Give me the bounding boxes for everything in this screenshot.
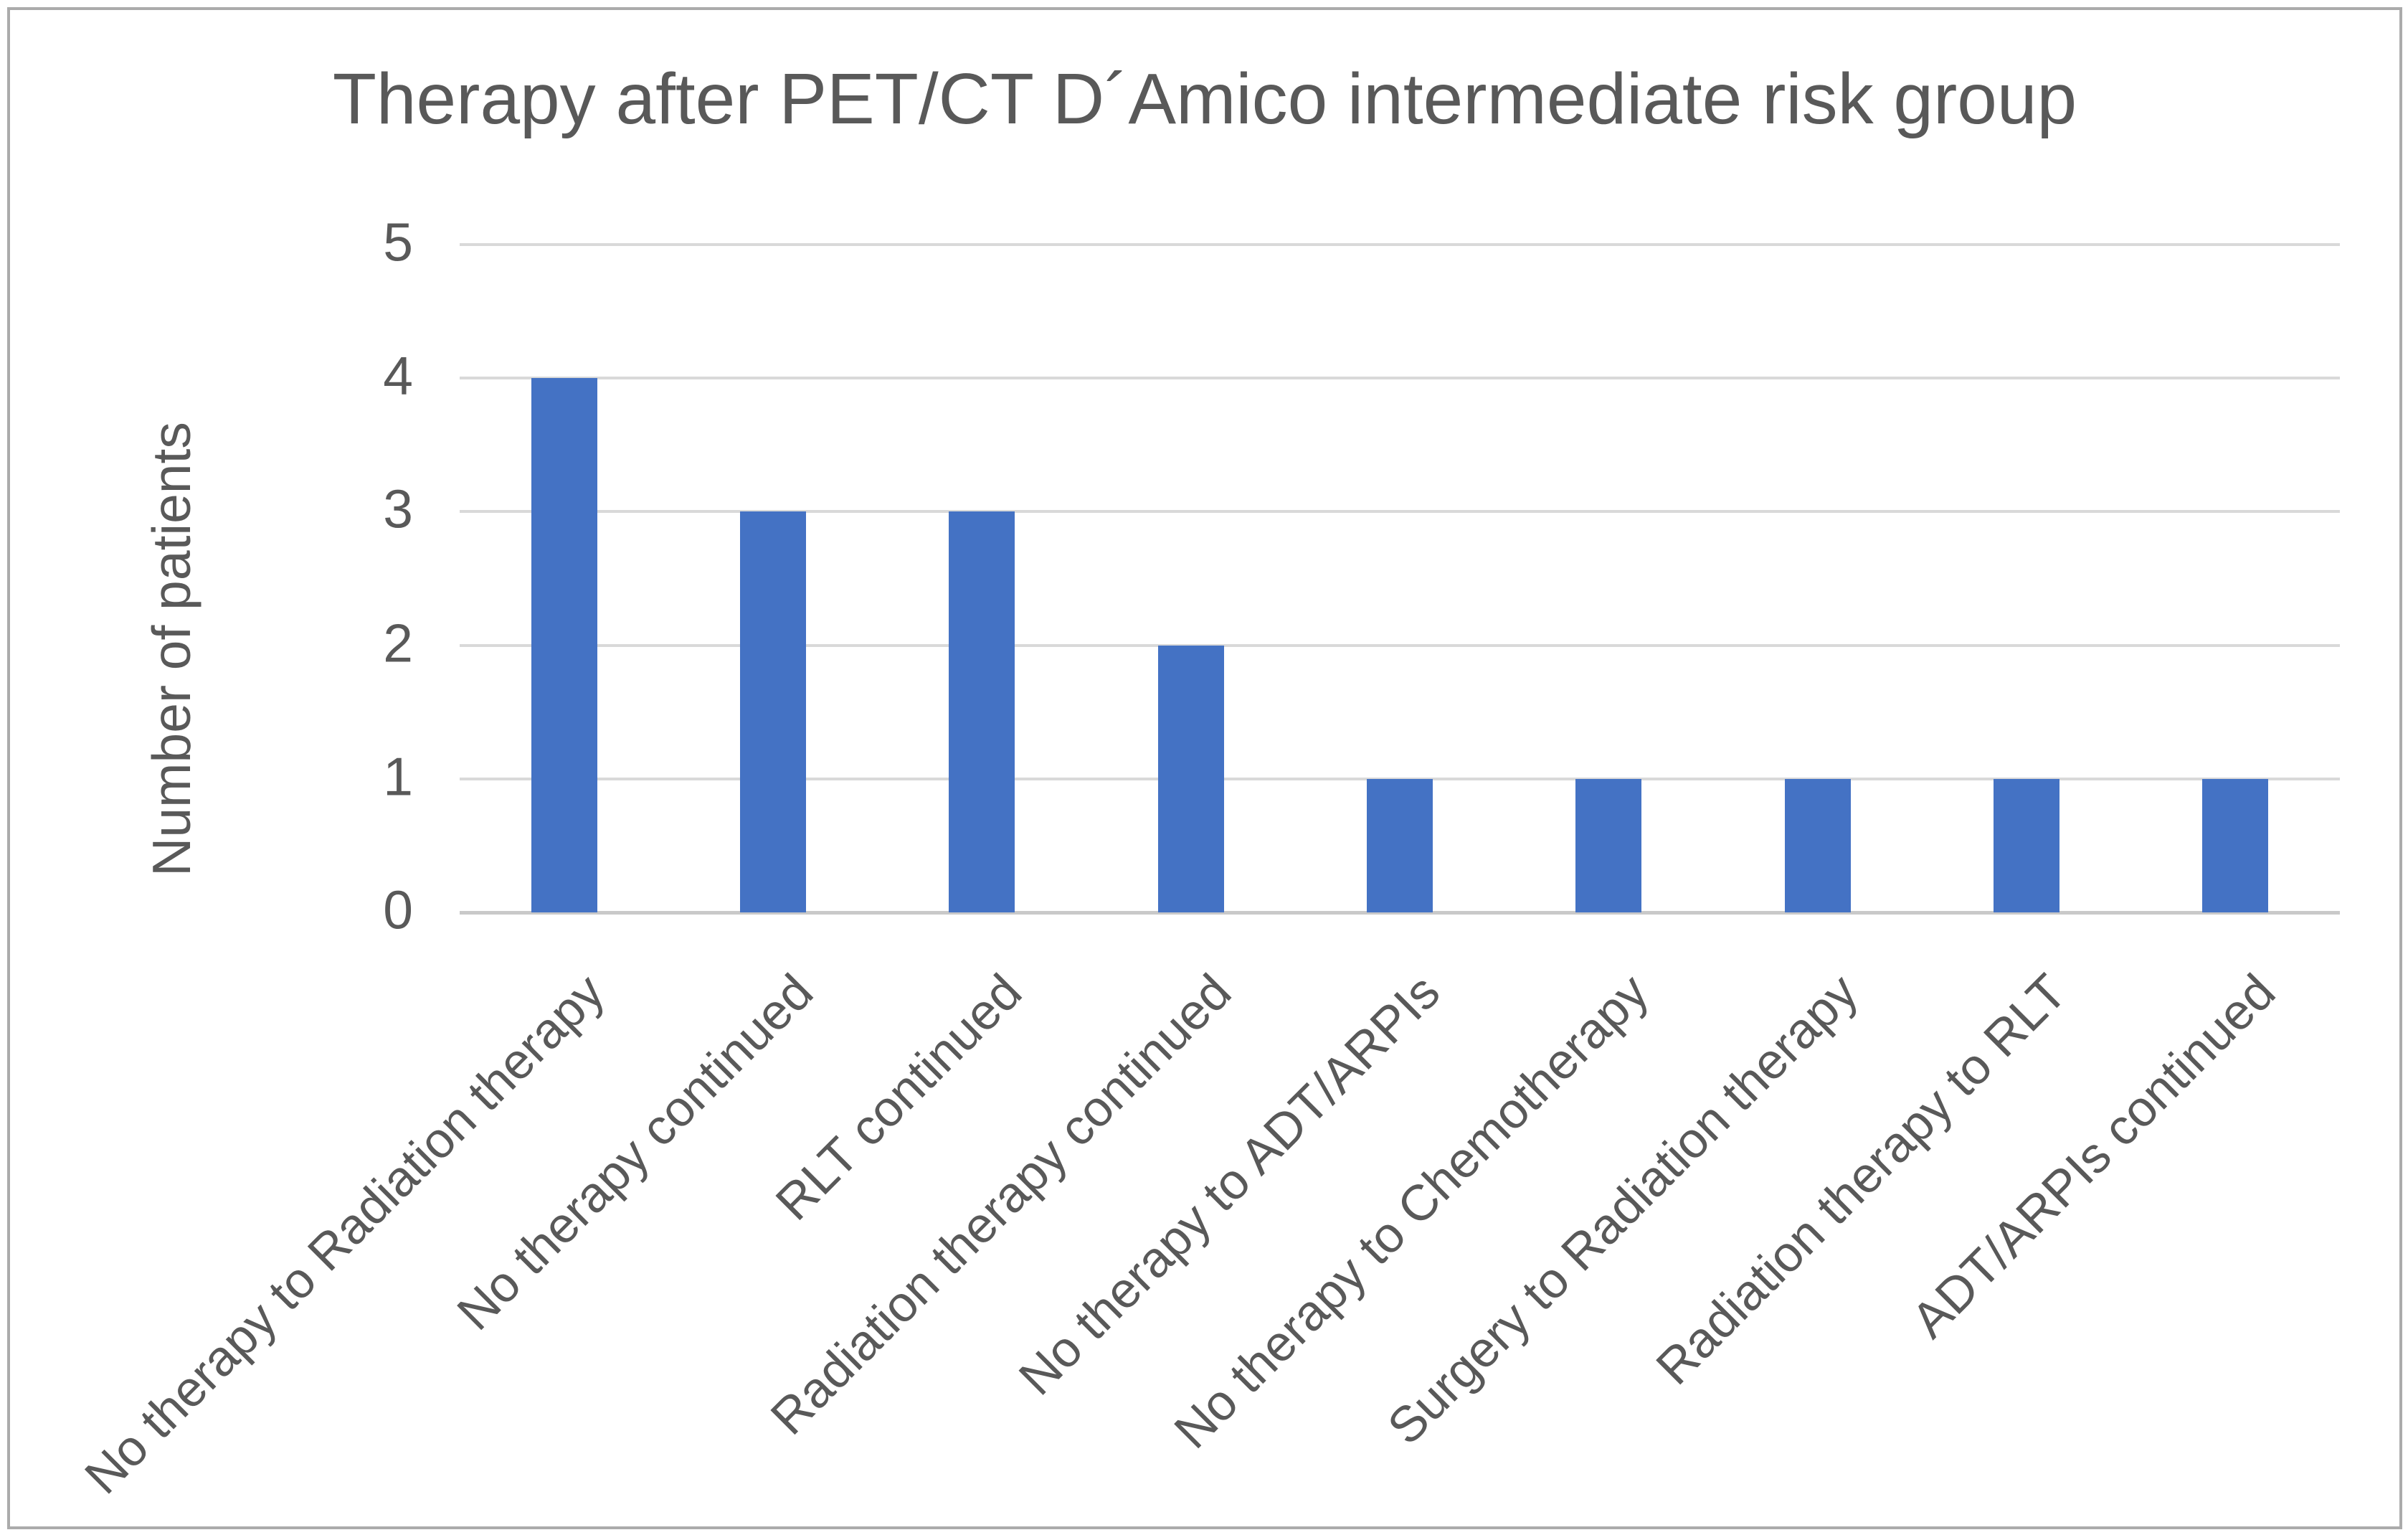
bar-1 — [740, 511, 806, 912]
gridline-y-3 — [460, 510, 2340, 514]
x-axis-line — [460, 911, 2340, 915]
y-tick-label-2: 2 — [383, 613, 413, 674]
gridline-y-5 — [460, 243, 2340, 246]
chart-figure: Therapy after PET/CT D´Amico intermediat… — [7, 7, 2402, 1529]
y-tick-label-0: 0 — [383, 879, 413, 940]
gridline-y-2 — [460, 643, 2340, 647]
bar-2 — [949, 511, 1015, 912]
y-tick-label-4: 4 — [383, 345, 413, 406]
bar-8 — [2202, 778, 2269, 912]
bar-4 — [1367, 778, 1433, 912]
gridline-y-4 — [460, 377, 2340, 380]
bar-7 — [1994, 778, 2059, 912]
bar-6 — [1784, 778, 1851, 912]
y-tick-label-5: 5 — [383, 212, 413, 273]
y-tick-label-3: 3 — [383, 478, 413, 539]
bar-5 — [1575, 778, 1642, 912]
chart-title: Therapy after PET/CT D´Amico intermediat… — [332, 59, 2077, 139]
bar-0 — [531, 378, 597, 912]
y-tick-label-1: 1 — [383, 746, 413, 807]
bar-3 — [1157, 645, 1224, 912]
